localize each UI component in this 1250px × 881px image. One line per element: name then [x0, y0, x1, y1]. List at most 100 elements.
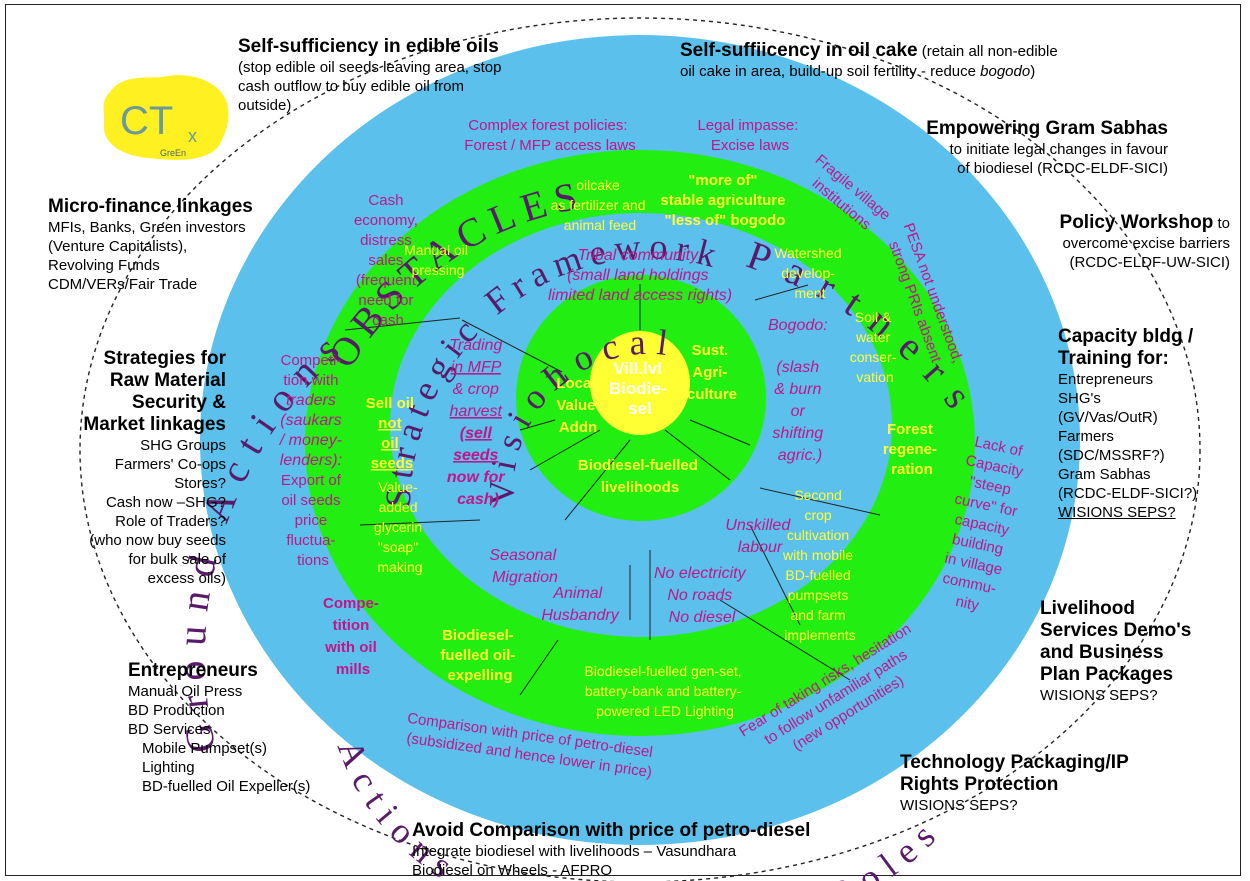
frame-border [5, 4, 1241, 876]
capacity-line-1: Entrepreneurs [1058, 371, 1154, 388]
strategy-more-of: "more of" stable agriculture "less of" b… [660, 172, 789, 229]
strategy-bd-expelling: Biodiesel- fuelled oil- expelling [440, 627, 519, 684]
capacity-line-3: (GV/Vas/OutR) [1058, 409, 1158, 426]
vision-sust-agri: Sust. Agri- culture [687, 342, 737, 403]
tech-title-2: Rights Protection [900, 774, 1059, 795]
strat-line-2: Farmers' Co-ops [114, 456, 226, 473]
center-circle [590, 331, 690, 435]
capacity-last: WISIONS SEPS? [1058, 504, 1176, 521]
oilcake-title: Self-suffiicency in oil cake [680, 40, 918, 61]
gram-title: Empowering Gram Sabhas [926, 118, 1168, 139]
vision-local-value: Local Value Addn [556, 375, 599, 436]
entre-line-6: BD-fuelled Oil Expeller(s) [142, 778, 311, 795]
strategy-manual: Manual oil pressing [404, 242, 472, 278]
strategy-value: Value- added glycerin "soap" making [374, 479, 426, 575]
entre-line-3: BD Services [128, 721, 211, 738]
strat-line-1: SHG Groups [140, 437, 226, 454]
edible-line-3: outside) [238, 97, 292, 114]
strategy-forest: Forest regene- ration [883, 421, 941, 478]
micro-line-1: MFIs, Banks, Green investors [48, 219, 246, 236]
policy-title-rest: to [1213, 215, 1230, 232]
strategy-soil: Soil & water conser- vation [850, 309, 901, 385]
avoid-title: Avoid Comparison with price of petro-die… [412, 820, 811, 841]
obstacle-cash: Cash economy, distress sales (frequent n… [354, 192, 422, 329]
micro-line-4: CDM/VERs/Fair Trade [48, 276, 198, 293]
svg-text:GreEn: GreEn [160, 148, 186, 158]
strat-title-1: Strategies for [103, 348, 226, 369]
livelihood-title-4: Plan Packages [1040, 664, 1174, 685]
capacity-line-2: SHG's [1058, 390, 1101, 407]
block-micro-finance: Micro-finance linkages MFIs, Banks, Gree… [48, 196, 253, 294]
livelihood-title-3: and Business [1040, 642, 1164, 663]
capacity-line-4: Farmers [1058, 428, 1114, 445]
micro-title: Micro-finance linkages [48, 196, 253, 217]
tech-title-1: Technology Packaging/IP [900, 752, 1129, 773]
vision-biodiesel-livelihoods: Biodiesel-fuelled livelihoods [578, 457, 702, 496]
strategy-watershed: Watershed develop- ment [774, 245, 845, 301]
livelihood-last: WISIONS SEPS? [1040, 687, 1158, 704]
local-trading: Trading in MFP & crop harvest (sell seed… [447, 337, 509, 508]
policy-line-2: (RCDC-ELDF-UW-SICI) [1069, 254, 1230, 271]
tech-last: WISIONS SEPS? [900, 797, 1018, 814]
edible-title: Self-sufficiency in edible oils [238, 36, 499, 57]
micro-line-3: Revolving Funds [48, 257, 160, 274]
block-technology: Technology Packaging/IP Rights Protectio… [900, 752, 1129, 815]
entre-line-4: Mobile Pumpset(s) [142, 740, 268, 757]
svg-text:x: x [188, 126, 197, 146]
strat-title-2: Raw Material [109, 370, 226, 391]
oilcake-line-a: oil cake in area, build-up soil fertilit… [680, 63, 981, 80]
oilcake-line-c: ) [1030, 63, 1036, 80]
center-label: Vill.lvl Biodie- sel [609, 359, 671, 418]
gram-line-2: of biodiesel (RCDC-ELDF-SICI) [957, 160, 1168, 177]
edible-line-1: (stop edible oil seeds leaving area, sto… [238, 59, 502, 76]
strat-line-5: Role of Traders? [115, 513, 226, 530]
obstacle-legal: Legal impasse: Excise laws [697, 117, 802, 154]
strat-line-3: Stores? [174, 475, 226, 492]
dashed-outer-ellipse [79, 17, 1201, 881]
strategy-genset: Biodiesel-fuelled gen-set, battery-bank … [584, 663, 745, 719]
strategy-second-crop: Second crop cultivation with mobile BD-f… [782, 487, 857, 643]
capacity-line-5: (SDC/MSSRF?) [1058, 447, 1165, 464]
micro-line-2: (Venture Capitalists), [48, 238, 188, 255]
entre-line-2: BD Production [128, 702, 225, 719]
block-policy: Policy Workshop to overcome excise barri… [950, 212, 1230, 272]
svg-text:CT: CT [120, 99, 173, 143]
oilcake-line-b: bogodo [980, 63, 1031, 80]
entre-line-5: Lighting [142, 759, 195, 776]
block-gram-sabhas: Empowering Gram Sabhas to initiate legal… [870, 118, 1168, 178]
block-entrepreneurs: Entrepreneurs Manual Oil Press BD Produc… [128, 660, 310, 796]
block-capacity: Capacity bldg / Training for: Entreprene… [1058, 326, 1197, 522]
avoid-line-2: Biodiesel on Wheels - AFPRO [412, 862, 613, 879]
block-avoid-comparison: Avoid Comparison with price of petro-die… [412, 820, 810, 880]
oilcake-title-rest: (retain all non-edible [917, 43, 1058, 60]
gram-line-1: to initiate legal changes in favour [949, 141, 1168, 158]
obstacle-compete-mills: Compe- tition with oil mills [323, 595, 383, 678]
obstacle-competition: Competi- tion with traders (saukars / mo… [279, 352, 346, 569]
local-unskilled: Unskilled labour [725, 517, 794, 556]
entre-line-1: Manual Oil Press [128, 683, 243, 700]
livelihood-title-2: Services Demo's [1040, 620, 1192, 641]
strat-line-6: (who now buy seeds [89, 532, 226, 549]
strat-title-3: Security & [132, 392, 226, 413]
obstacle-complex: Complex forest policies: Forest / MFP ac… [464, 117, 635, 154]
capacity-line-6: Gram Sabhas [1058, 466, 1151, 483]
edible-line-2: cash outflow to buy edible oil from [238, 78, 464, 95]
strat-line-4: Cash now –SHG? [105, 494, 226, 511]
entre-title: Entrepreneurs [128, 660, 258, 681]
strat-title-4: Market linkages [83, 414, 226, 435]
spokes [344, 284, 881, 696]
logo-blob-icon: CT x GreEn [103, 75, 229, 160]
strategy-oilcake: oilcake as fertilizer and animal feed [551, 177, 650, 233]
strat-line-8: excess oils) [147, 570, 226, 587]
local-tribal: Tribal community (small land holdings li… [548, 247, 732, 304]
local-seasonal: Seasonal Migration [489, 547, 560, 586]
capacity-line-7: (RCDC-ELDF-SICI?) [1058, 485, 1198, 502]
strategy-sell: Sell oil not oil seeds [366, 395, 419, 472]
block-livelihood: Livelihood Services Demo's and Business … [1040, 598, 1191, 705]
ring-label-roles: Roles [823, 809, 950, 881]
block-oil-cake: Self-suffiicency in oil cake (retain all… [680, 40, 1058, 81]
local-animal: Animal Husbandry [541, 585, 619, 624]
capacity-title-1: Capacity bldg / [1058, 326, 1194, 347]
